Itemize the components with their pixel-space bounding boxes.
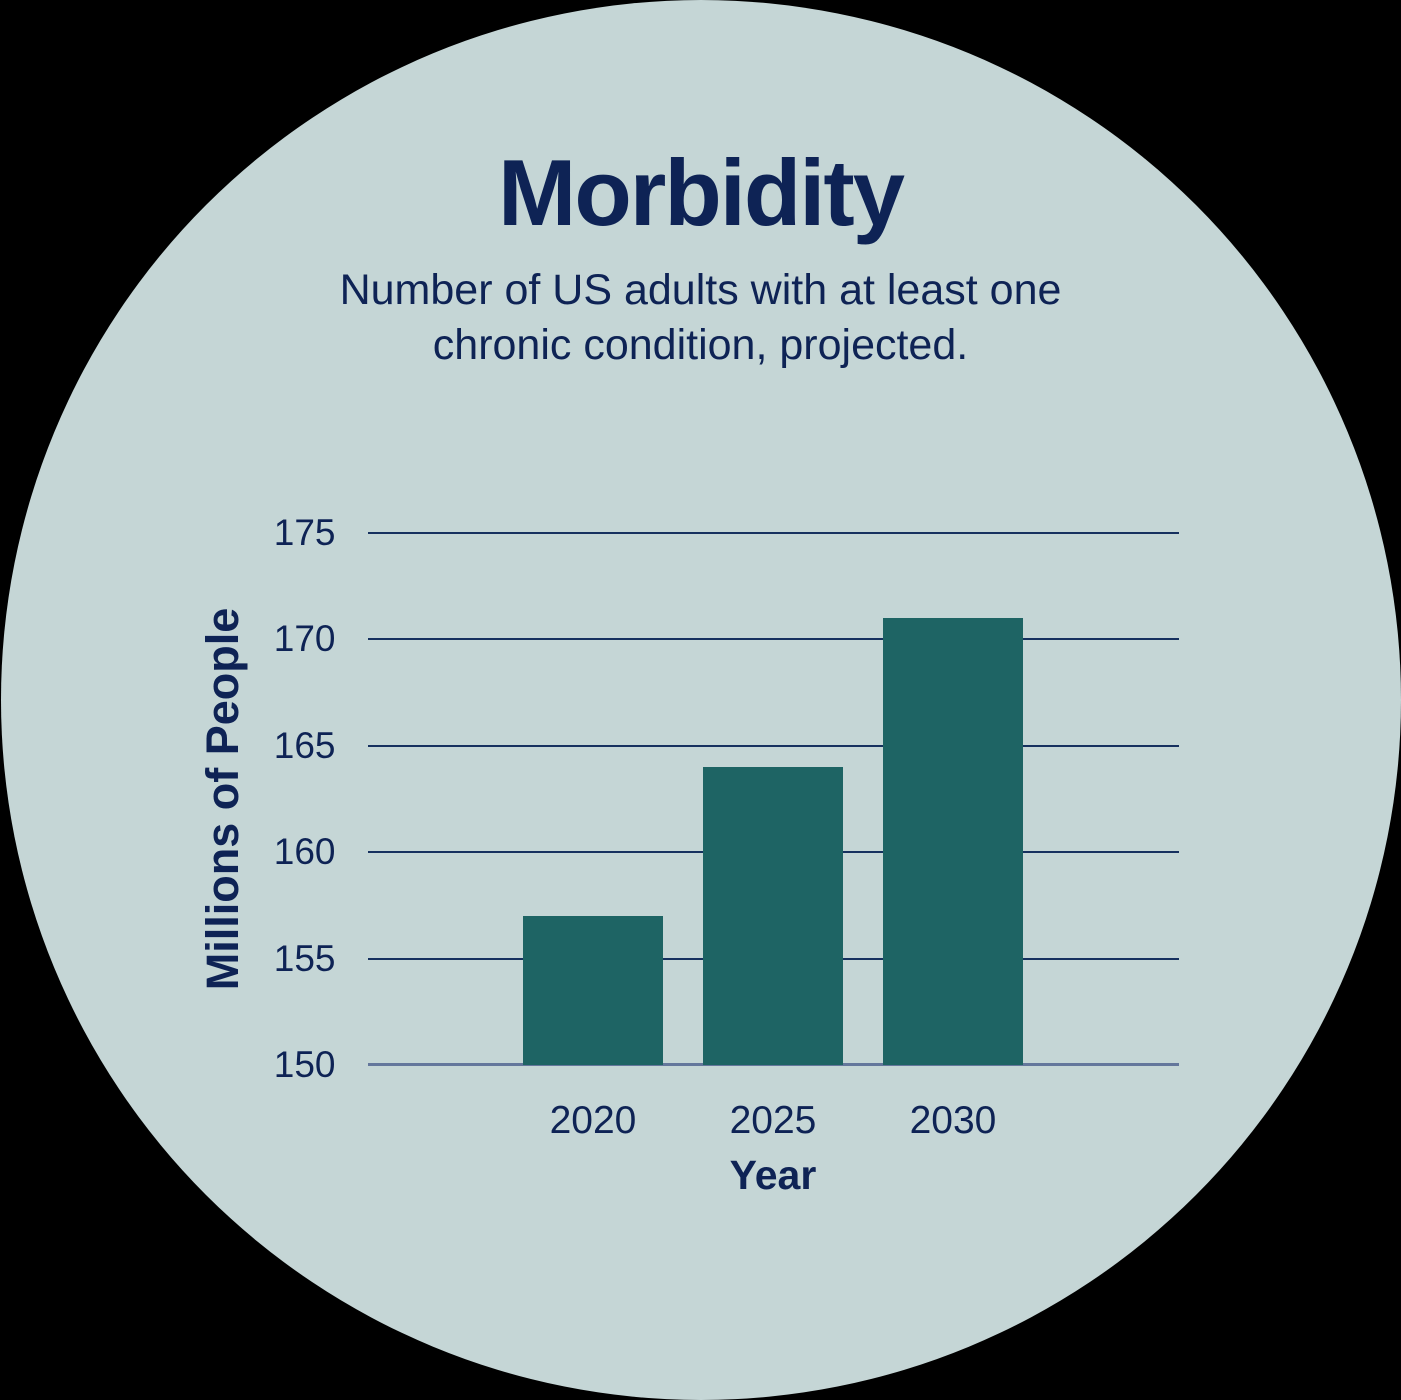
x-axis-title: Year xyxy=(729,1152,817,1198)
chart-subtitle: Number of US adults with at least one ch… xyxy=(1,263,1401,373)
bar-2020 xyxy=(523,916,663,1065)
x-tick-label-2030: 2030 xyxy=(909,1099,997,1142)
gridline-175 xyxy=(367,532,1179,534)
y-tick-label-165: 165 xyxy=(273,724,336,766)
chart-subtitle-line1: Number of US adults with at least one xyxy=(339,266,1062,314)
y-tick-labels: 150 155 160 165 170 175 xyxy=(234,514,336,1084)
x-tick-label-2025: 2025 xyxy=(729,1099,817,1142)
y-tick-label-175: 175 xyxy=(273,512,336,553)
chart-subtitle-line2: chronic condition, projected. xyxy=(432,321,969,369)
gridline-165 xyxy=(367,744,1179,747)
x-tick-label-2020: 2020 xyxy=(549,1099,637,1142)
chart-title: Morbidity xyxy=(498,140,905,245)
plot-area xyxy=(367,532,1179,1066)
y-tick-label-170: 170 xyxy=(273,618,336,660)
y-tick-label-150: 150 xyxy=(273,1044,336,1085)
gridline-170 xyxy=(367,638,1179,641)
x-tick-labels: 2020 2025 2030 xyxy=(368,1100,1179,1142)
bar-2030 xyxy=(883,618,1023,1065)
y-tick-label-155: 155 xyxy=(273,937,336,979)
bar-2025 xyxy=(703,767,843,1065)
y-tick-label-160: 160 xyxy=(273,831,336,873)
